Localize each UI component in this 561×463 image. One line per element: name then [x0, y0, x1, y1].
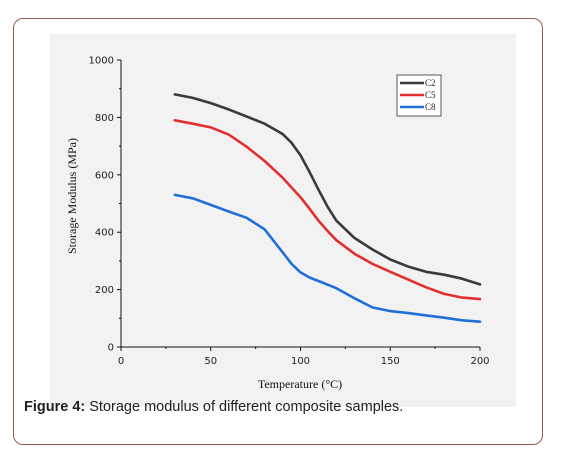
legend-label-c5: C5 [425, 90, 436, 100]
legend: C2 C5 C8 [396, 74, 442, 117]
y-tick-label: 400 [95, 228, 114, 239]
y-tick-label: 0 [108, 343, 114, 354]
x-tick-label: 50 [204, 356, 217, 367]
x-tick-label: 200 [470, 356, 489, 367]
figure-caption: Figure 4: Storage modulus of different c… [24, 399, 524, 415]
legend-label-c8: C8 [425, 102, 436, 112]
x-tick-label: 100 [291, 356, 310, 367]
y-tick-label: 200 [95, 285, 114, 296]
axes: 0 50 100 150 200 0 200 400 600 800 1000 [89, 56, 490, 368]
series-line-c5 [173, 119, 482, 301]
y-tick-label: 600 [95, 170, 114, 181]
y-axis-title: Storage Modulus (MPa) [65, 138, 79, 254]
y-tick-label: 800 [95, 113, 114, 124]
caption-text: Storage modulus of different composite s… [85, 399, 404, 415]
legend-label-c2: C2 [425, 78, 436, 88]
series-layer [173, 93, 482, 324]
caption-label: Figure 4: [24, 399, 86, 415]
y-tick-label: 1000 [89, 56, 114, 67]
x-tick-label: 0 [118, 356, 124, 367]
series-line-c2 [173, 93, 482, 286]
series-line-c8 [173, 193, 482, 324]
x-axis-title: Temperature (°C) [258, 377, 342, 391]
x-tick-label: 150 [381, 356, 400, 367]
